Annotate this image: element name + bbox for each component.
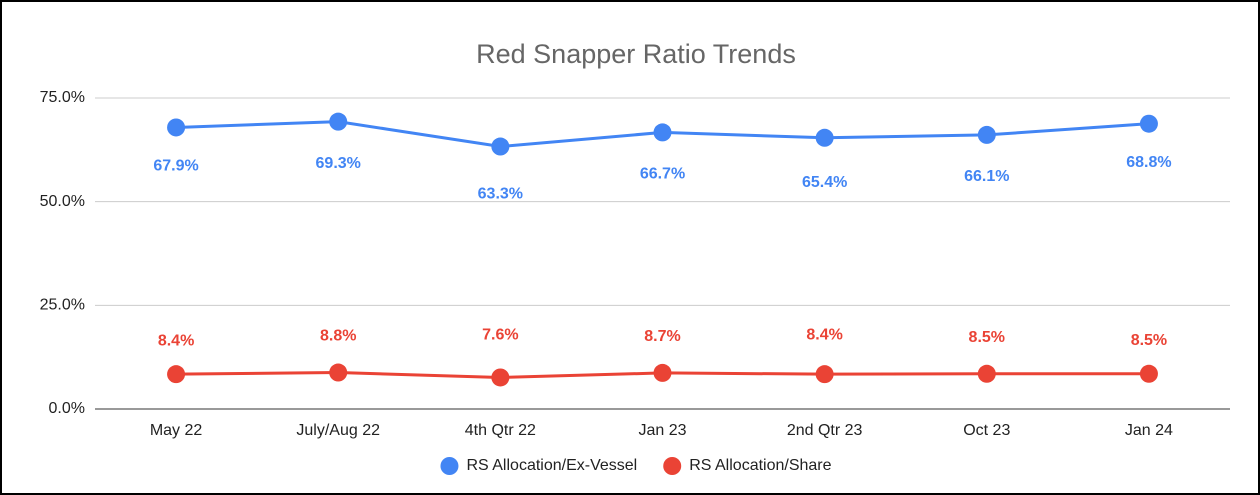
data-label: 66.1%	[964, 168, 1009, 185]
data-point	[329, 112, 348, 131]
data-point	[815, 365, 834, 384]
data-label: 63.3%	[478, 186, 523, 203]
chart-title: Red Snapper Ratio Trends	[476, 39, 796, 69]
data-label: 7.6%	[482, 327, 518, 344]
data-point	[167, 118, 186, 137]
x-tick-label: May 22	[150, 422, 203, 439]
data-point	[1139, 364, 1158, 383]
data-label: 68.8%	[1126, 154, 1171, 171]
legend-marker	[440, 457, 459, 475]
x-tick-label: 2nd Qtr 23	[787, 422, 863, 439]
data-label: 8.4%	[158, 332, 194, 349]
data-label: 8.7%	[644, 328, 680, 345]
data-point	[977, 364, 996, 383]
data-point	[653, 363, 672, 382]
x-tick-label: Oct 23	[963, 422, 1010, 439]
legend-label: RS Allocation/Share	[689, 457, 831, 474]
y-tick-label: 75.0%	[40, 89, 85, 106]
data-point	[815, 128, 834, 147]
legend-marker	[663, 457, 682, 475]
data-label: 66.7%	[640, 166, 685, 183]
data-point	[167, 365, 186, 384]
y-tick-label: 0.0%	[49, 400, 85, 417]
data-label: 8.4%	[806, 326, 842, 343]
legend-label: RS Allocation/Ex-Vessel	[466, 457, 637, 474]
x-tick-label: July/Aug 22	[296, 422, 380, 439]
x-tick-label: Jan 24	[1125, 422, 1173, 439]
data-point	[329, 363, 348, 382]
data-point	[1139, 114, 1158, 133]
data-point	[491, 368, 510, 387]
data-label: 8.8%	[320, 328, 356, 345]
x-tick-label: Jan 23	[638, 422, 686, 439]
data-label: 69.3%	[316, 155, 361, 172]
data-point	[491, 137, 510, 156]
data-label: 8.5%	[1131, 332, 1167, 349]
data-point	[653, 123, 672, 142]
data-label: 67.9%	[153, 158, 198, 175]
data-point	[977, 125, 996, 144]
data-label: 8.5%	[969, 329, 1005, 346]
y-tick-label: 50.0%	[40, 193, 85, 210]
data-label: 65.4%	[802, 174, 847, 191]
y-tick-label: 25.0%	[40, 297, 85, 314]
x-tick-label: 4th Qtr 22	[465, 422, 536, 439]
